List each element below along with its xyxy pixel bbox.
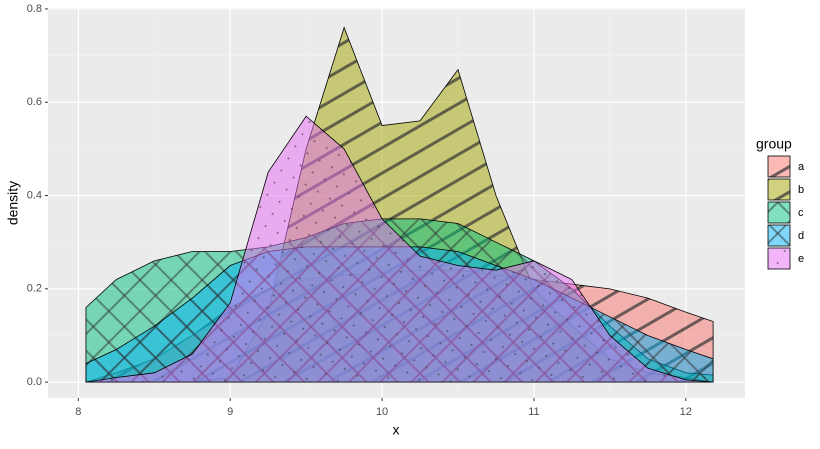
density-area: [85, 115, 714, 383]
legend-key: [767, 247, 791, 270]
y-axis-title: density: [5, 181, 21, 225]
y-tick-label: 0.4: [27, 189, 42, 201]
legend-label: b: [798, 184, 804, 196]
y-tick-label: 0.2: [27, 283, 42, 295]
x-tick-label: 9: [227, 406, 233, 418]
legend-key: [767, 224, 791, 247]
legend-key: [767, 178, 791, 201]
x-axis-title: x: [393, 422, 400, 438]
legend-label: e: [798, 253, 804, 265]
y-tick-label: 0.0: [27, 376, 42, 388]
y-tick-label: 0.6: [27, 96, 42, 108]
legend-key: [767, 201, 791, 224]
legend-label: a: [798, 161, 805, 173]
legend-label: c: [798, 207, 804, 219]
legend-label: d: [798, 230, 804, 242]
x-tick-label: 8: [75, 406, 81, 418]
legend-key: [767, 155, 791, 178]
x-tick-label: 11: [528, 406, 539, 418]
x-tick-label: 10: [376, 406, 388, 418]
x-tick-label: 12: [680, 406, 692, 418]
y-tick-label: 0.8: [27, 3, 42, 15]
legend-title: group: [756, 136, 792, 152]
